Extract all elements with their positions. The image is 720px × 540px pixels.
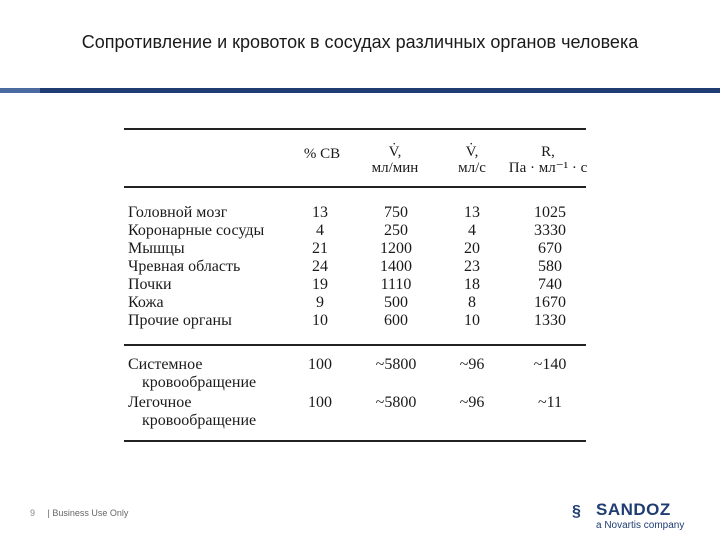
table-top-rule: [124, 128, 586, 130]
cell-cv: 100: [308, 356, 332, 373]
cell-resistance: 740: [538, 276, 562, 293]
cell-cv: 24: [312, 258, 328, 275]
cell-resistance: ~140: [533, 356, 567, 373]
header-col-resistance: R, Па · мл⁻¹ · с: [508, 144, 588, 176]
cell-cv: 13: [312, 204, 328, 221]
cell-flow-min: 500: [384, 294, 408, 311]
row-label: Почки: [128, 276, 172, 293]
logo-brand: SANDOZ: [596, 500, 671, 519]
slide-title: Сопротивление и кровоток в сосудах разли…: [81, 32, 639, 52]
cell-resistance: 3330: [534, 222, 566, 239]
cell-flow-sec: ~96: [459, 356, 485, 373]
header-resistance-line1: R,: [541, 144, 555, 160]
header-col-flow-sec: V̇, мл/с: [442, 144, 502, 176]
section-divider-rule: [124, 344, 586, 346]
header-bottom-rule: [124, 186, 586, 188]
cell-resistance: ~11: [537, 394, 563, 411]
header-flow-sec-line1: V̇,: [465, 144, 479, 160]
logo-subtitle: a Novartis company: [596, 520, 685, 531]
sandoz-logo: § SANDOZ a Novartis company: [572, 498, 692, 534]
cell-flow-min: 1400: [380, 258, 412, 275]
cell-cv: 4: [316, 222, 324, 239]
cell-cv: 9: [316, 294, 324, 311]
sandoz-mark-icon: §: [572, 503, 581, 520]
cell-flow-min: 250: [384, 222, 408, 239]
cell-resistance: 1330: [534, 312, 566, 329]
row-label: Мышцы: [128, 240, 185, 257]
page-number: 9: [30, 508, 36, 518]
title-bar-accent: [0, 88, 40, 93]
cell-resistance: 1670: [534, 294, 566, 311]
cell-resistance: 670: [538, 240, 562, 257]
header-flow-min-line2: мл/мин: [371, 160, 419, 176]
cell-flow-sec: 4: [468, 222, 476, 239]
cell-resistance: 1025: [534, 204, 566, 221]
cell-flow-sec: 23: [464, 258, 480, 275]
cell-cv: 21: [312, 240, 328, 257]
header-flow-sec-line2: мл/с: [458, 160, 486, 176]
row-label: Чревная область: [128, 258, 241, 275]
cell-flow-min: 600: [384, 312, 408, 329]
cell-flow-min: 1110: [380, 276, 412, 293]
header-flow-min-line1: V̇,: [388, 144, 402, 160]
organ-blood-flow-table: % СВ V̇, мл/мин V̇, мл/с R, Па · мл⁻¹ · …: [124, 124, 588, 446]
table-bottom-rule: [124, 440, 586, 442]
cell-flow-min: ~5800: [375, 356, 417, 373]
cell-flow-sec: 10: [464, 312, 480, 329]
cell-flow-min: 750: [384, 204, 408, 221]
header-cv-line1: % СВ: [303, 146, 341, 162]
cell-flow-sec: ~96: [459, 394, 485, 411]
row-label: Головной мозг: [128, 204, 228, 221]
cell-resistance: 580: [538, 258, 562, 275]
row-label-continued: кровообращение: [142, 374, 257, 391]
header-col-flow-min: V̇, мл/мин: [360, 144, 430, 176]
footer-text: | Business Use Only: [47, 508, 129, 518]
cell-flow-sec: 8: [468, 294, 476, 311]
row-label: Легочное: [128, 394, 192, 411]
cell-flow-sec: 18: [464, 276, 480, 293]
slide-footer: 9 | Business Use Only: [30, 508, 128, 518]
row-label: Кожа: [128, 294, 164, 311]
row-label-continued: кровообращение: [142, 412, 257, 429]
cell-flow-sec: 20: [464, 240, 480, 257]
cell-cv: 10: [312, 312, 328, 329]
cell-cv: 19: [312, 276, 328, 293]
cell-cv: 100: [308, 394, 332, 411]
row-label: Прочие органы: [128, 312, 232, 329]
header-resistance-line2: Па · мл⁻¹ · с: [508, 160, 588, 176]
row-label: Коронарные сосуды: [128, 222, 265, 239]
row-label: Системное: [128, 356, 203, 373]
header-col-cv: % СВ: [287, 146, 357, 162]
title-underline-bar: [0, 88, 720, 93]
cell-flow-sec: 13: [464, 204, 480, 221]
cell-flow-min: 1200: [380, 240, 412, 257]
cell-flow-min: ~5800: [375, 394, 417, 411]
